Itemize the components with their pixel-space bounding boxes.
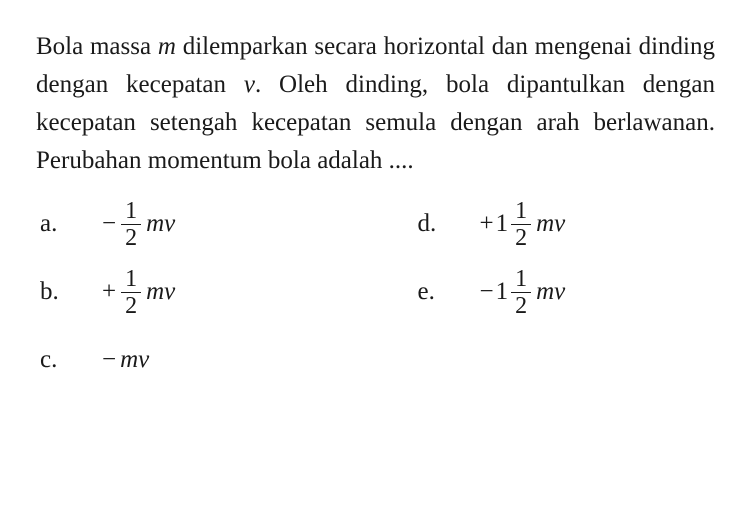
option-a-label: a. xyxy=(40,210,78,238)
option-b-fraction: 1 2 xyxy=(121,267,141,318)
option-e-sign: − xyxy=(480,278,494,306)
option-a-fraction: 1 2 xyxy=(121,199,141,250)
question-text: Bola massa m dilemparkan secara horizont… xyxy=(36,28,715,180)
option-c: c. − mv xyxy=(40,334,338,386)
option-b-num: 1 xyxy=(121,267,141,293)
option-b: b. + 1 2 mv xyxy=(40,266,338,318)
option-a: a. − 1 2 mv xyxy=(40,198,338,250)
option-e-label: e. xyxy=(418,278,456,306)
option-c-label: c. xyxy=(40,346,78,374)
option-a-den: 2 xyxy=(121,225,141,250)
option-e-var: mv xyxy=(536,278,565,306)
option-d-label: d. xyxy=(418,210,456,238)
question-part1: Bola massa xyxy=(36,33,158,60)
option-e-num: 1 xyxy=(511,267,531,293)
option-d-value: + 1 1 2 mv xyxy=(456,199,566,250)
option-d-num: 1 xyxy=(511,199,531,225)
option-b-label: b. xyxy=(40,278,78,306)
option-b-den: 2 xyxy=(121,293,141,318)
option-d-whole: 1 xyxy=(496,210,509,238)
option-d-den: 2 xyxy=(511,225,531,250)
option-d-var: mv xyxy=(536,210,565,238)
option-c-value: − mv xyxy=(78,346,149,374)
option-b-sign: + xyxy=(102,278,116,306)
option-e-whole: 1 xyxy=(496,278,509,306)
question-var-v: v xyxy=(244,71,255,98)
option-a-num: 1 xyxy=(121,199,141,225)
option-e: e. − 1 1 2 mv xyxy=(418,266,716,318)
question-var-m: m xyxy=(158,33,176,60)
option-b-value: + 1 2 mv xyxy=(78,267,175,318)
option-b-var: mv xyxy=(146,278,175,306)
option-e-fraction: 1 2 xyxy=(511,267,531,318)
option-a-var: mv xyxy=(146,210,175,238)
option-e-den: 2 xyxy=(511,293,531,318)
option-d-sign: + xyxy=(480,210,494,238)
option-d: d. + 1 1 2 mv xyxy=(418,198,716,250)
option-a-sign: − xyxy=(102,210,116,238)
option-d-fraction: 1 2 xyxy=(511,199,531,250)
options-container: a. − 1 2 mv d. + 1 1 2 mv b. + 1 2 xyxy=(36,198,715,386)
option-a-value: − 1 2 mv xyxy=(78,199,175,250)
option-c-var: mv xyxy=(120,346,149,374)
option-c-sign: − xyxy=(102,346,116,374)
option-e-value: − 1 1 2 mv xyxy=(456,267,566,318)
